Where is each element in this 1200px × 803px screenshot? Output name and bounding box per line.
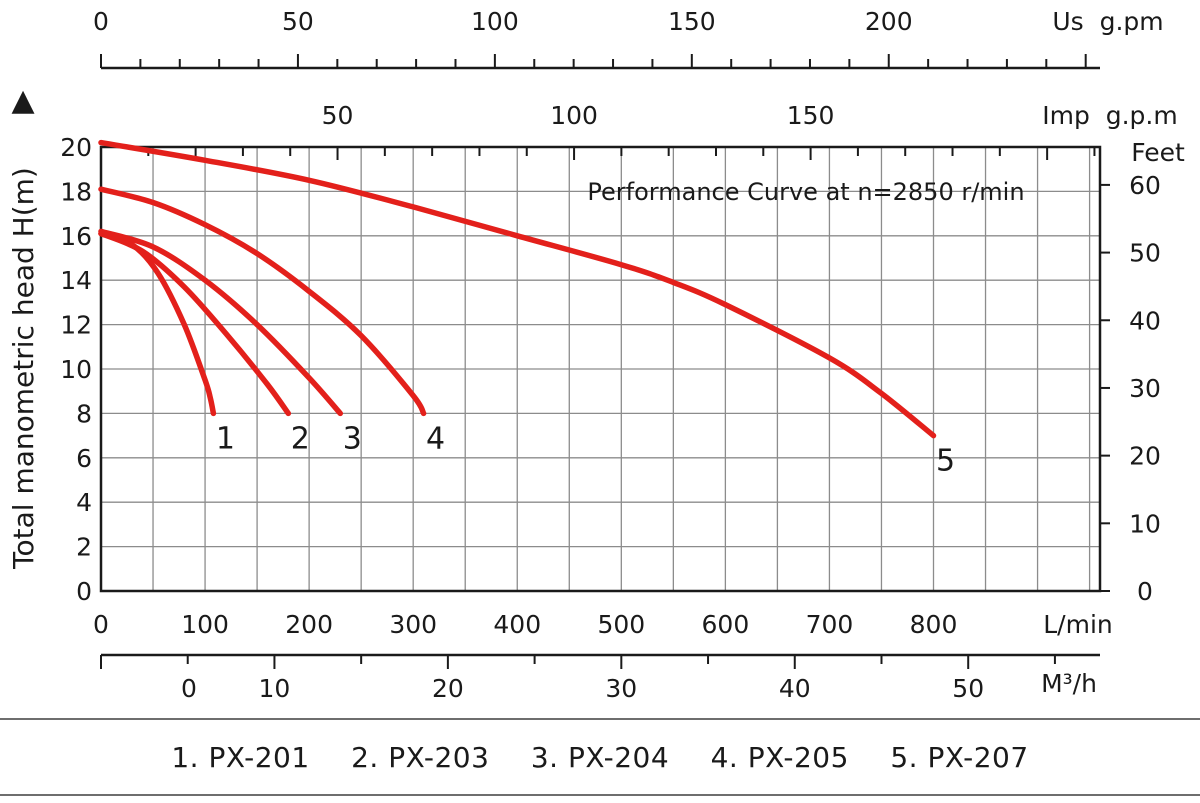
m3h-tick-label: 30: [605, 674, 637, 703]
x-tick-label: 200: [285, 610, 333, 639]
legend-item-px201: 1. PX-201: [171, 741, 310, 774]
imp-tick-label: 100: [550, 101, 598, 130]
m3h-tick-label: 0: [181, 674, 197, 703]
series-label-3: 3: [343, 421, 362, 456]
top-us-axis-label: Us g.pm: [1052, 7, 1163, 36]
right-tick-label: 40: [1129, 306, 1161, 335]
y-tick-label: 20: [60, 133, 92, 162]
series-line-3: [98, 228, 344, 417]
right-tick-label: 0: [1137, 577, 1153, 606]
right-tick-label: 10: [1129, 509, 1161, 538]
us-tick-label: 100: [471, 7, 519, 36]
series-line-5: [98, 139, 937, 439]
right-tick-label: 60: [1129, 171, 1161, 200]
series-line-2: [98, 230, 292, 417]
x-tick-label: 400: [493, 610, 541, 639]
y-tick-label: 10: [60, 355, 92, 384]
performance-chart: 0 100 200 300 400 500 600 700 800024681012141618…: [7, 7, 1185, 703]
legend-items: 1. PX-201 2. PX-203 3. PX-204 4. PX-205 …: [0, 741, 1200, 774]
y-tick-label: 8: [76, 399, 92, 428]
series-label-1: 1: [216, 421, 235, 456]
y-tick-label: 14: [60, 266, 92, 295]
us-tick-label: 0: [93, 7, 109, 36]
grid: [101, 147, 1100, 591]
imp-tick-label: 50: [322, 101, 354, 130]
us-tick-label: 200: [865, 7, 913, 36]
right-tick-label: 30: [1129, 374, 1161, 403]
m3h-tick-label: 20: [432, 674, 464, 703]
legend: 1. PX-201 2. PX-203 3. PX-204 4. PX-205 …: [0, 718, 1200, 798]
right-tick-label: 50: [1129, 239, 1161, 268]
m3h-axis-label: M³/h: [1041, 669, 1097, 698]
y-axis-arrow: ▲: [11, 83, 34, 118]
m3h-tick-label: 10: [259, 674, 291, 703]
x-tick-label: 100: [181, 610, 229, 639]
series-group: 1 2 3 45: [98, 139, 955, 479]
y-axis-label: Total manometric head H(m): [7, 167, 40, 570]
y-tick-label: 18: [60, 177, 92, 206]
series-label-4: 4: [426, 421, 445, 456]
legend-item-px204: 3. PX-204: [530, 741, 670, 774]
y-tick-label: 0: [76, 577, 92, 606]
x-tick-label: 300: [389, 610, 437, 639]
x-tick-label: 800: [910, 610, 958, 639]
x-axis-label: L/min: [1043, 610, 1113, 639]
x-tick-label: 500: [597, 610, 645, 639]
legend-item-px203: 2. PX-203: [351, 741, 490, 774]
y-tick-label: 16: [60, 222, 92, 251]
legend-top-rule: [0, 718, 1200, 720]
x-tick-label: 600: [702, 610, 750, 639]
y-tick-label: 2: [76, 533, 92, 562]
x-tick-label: 700: [806, 610, 854, 639]
m3h-tick-label: 40: [779, 674, 811, 703]
y-tick-label: 4: [76, 488, 92, 517]
legend-bottom-rule: [0, 794, 1200, 796]
y-tick-label: 6: [76, 444, 92, 473]
plot-frame: [99, 145, 1102, 593]
imp-tick-label: 150: [787, 101, 835, 130]
chart-title: Performance Curve at n=2850 r/min: [587, 178, 1024, 206]
series-label-5: 5: [936, 444, 955, 479]
m3h-tick-label: 50: [952, 674, 984, 703]
series-label-2: 2: [291, 421, 310, 456]
x-tick-label: 0: [93, 610, 109, 639]
top-imp-axis-label: Imp g.p.m: [1042, 101, 1177, 130]
series-line-4: [98, 186, 427, 417]
us-tick-label: 50: [282, 7, 314, 36]
legend-item-px205: 4. PX-205: [710, 741, 849, 774]
legend-item-px207: 5. PX-207: [890, 741, 1029, 774]
y-tick-label: 12: [60, 311, 92, 340]
axes: 0 100 200 300 400 500 600 700 800024681012141618…: [60, 7, 1161, 703]
right-tick-label: 20: [1129, 442, 1161, 471]
right-axis-label: Feet: [1131, 138, 1185, 167]
us-tick-label: 150: [668, 7, 716, 36]
